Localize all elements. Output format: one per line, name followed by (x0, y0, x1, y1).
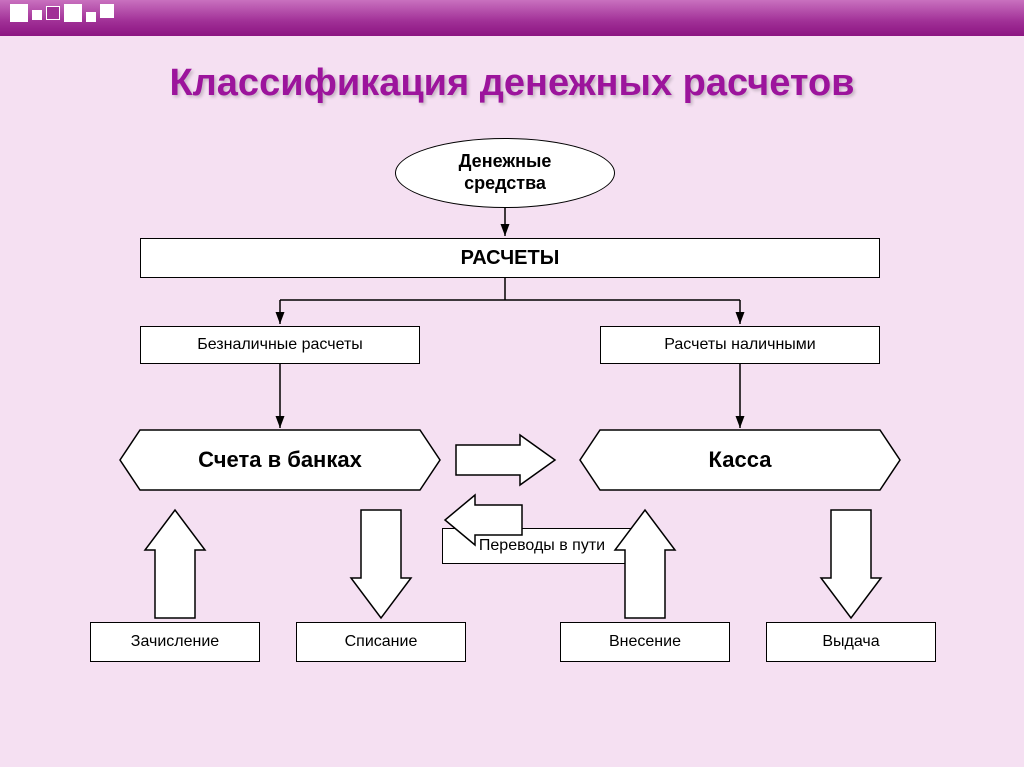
slide-title: Классификация денежных расчетов (0, 62, 1024, 105)
node-kassa: Касса (580, 430, 900, 490)
node-transit: Переводы в пути (442, 528, 642, 564)
node-banks-label: Счета в банках (198, 447, 362, 473)
decorative-squares (10, 4, 114, 22)
node-deposit: Внесение (560, 622, 730, 662)
node-transit-label: Переводы в пути (479, 537, 605, 555)
node-root: Денежные средства (395, 138, 615, 208)
node-banks: Счета в банках (120, 430, 440, 490)
node-cashless-label: Безналичные расчеты (197, 336, 363, 354)
node-credit: Зачисление (90, 622, 260, 662)
node-debit-label: Списание (345, 633, 418, 651)
node-cash-label: Расчеты наличными (664, 336, 815, 354)
node-credit-label: Зачисление (131, 633, 219, 651)
node-deposit-label: Внесение (609, 633, 681, 651)
node-cash: Расчеты наличными (600, 326, 880, 364)
node-withdraw: Выдача (766, 622, 936, 662)
node-debit: Списание (296, 622, 466, 662)
node-withdraw-label: Выдача (822, 633, 879, 651)
decorative-topbar (0, 0, 1024, 36)
node-calc-label: РАСЧЕТЫ (461, 247, 560, 270)
node-cashless: Безналичные расчеты (140, 326, 420, 364)
node-kassa-label: Касса (709, 447, 772, 473)
node-root-label: Денежные средства (459, 151, 552, 194)
node-calc: РАСЧЕТЫ (140, 238, 880, 278)
